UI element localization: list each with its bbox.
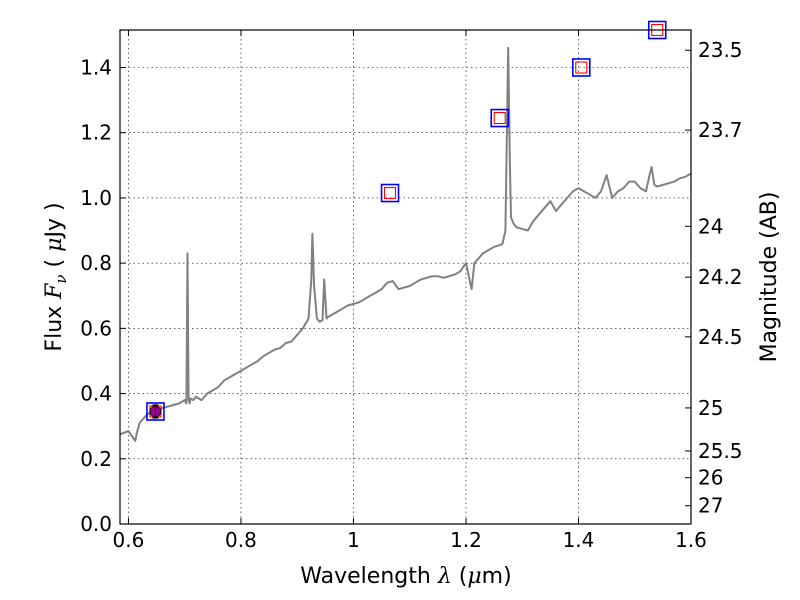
y2-tick-label: 24.2 — [698, 265, 743, 289]
spectrum-line — [120, 46, 691, 442]
y-axis-unit-rest: Jy ) — [42, 202, 67, 239]
x-tick-label: 1.6 — [675, 528, 707, 552]
y-axis-ticks: 0.0 0.2 0.4 0.6 0.8 1.0 1.2 1.4 — [80, 55, 126, 536]
x-tick-label: 1.2 — [450, 528, 482, 552]
model-square-marker — [146, 402, 165, 421]
x-tick-label: 0.8 — [225, 528, 257, 552]
y2-tick-label: 25.5 — [698, 439, 743, 463]
plot-area — [120, 30, 691, 524]
y-tick-label: 0.4 — [80, 382, 112, 406]
y-tick-label: 1.2 — [80, 121, 112, 145]
y2-tick-label: 27 — [698, 494, 723, 518]
y-axis-title: Flux Fν ( μJy ) — [42, 202, 70, 351]
y-tick-label: 0.6 — [80, 316, 112, 340]
y-axis-title-text: Flux — [42, 306, 67, 352]
y2-tick-label: 26 — [698, 466, 723, 490]
x-axis-unit-rest: m) — [482, 564, 512, 589]
observed-square-marker — [493, 111, 506, 125]
y-tick-label: 0.2 — [80, 447, 112, 471]
x-axis-ticks: 0.6 0.8 1 1.2 1.4 1.6 — [113, 30, 707, 552]
y-axis-symbol: F — [42, 283, 67, 300]
x-tick-label: 1.4 — [563, 528, 595, 552]
x-axis-unit-mu: μ — [467, 564, 481, 589]
y-axis-unit-mu: μ — [42, 238, 67, 252]
y-tick-label: 0.0 — [80, 512, 112, 536]
x-tick-label: 1 — [347, 528, 360, 552]
model-square-marker — [380, 183, 400, 203]
x-axis-unit-open: ( — [459, 564, 468, 589]
y2-tick-label: 25 — [698, 396, 723, 420]
y-tick-label: 1.0 — [80, 186, 112, 210]
spectrum-series — [120, 46, 691, 442]
observed-square-marker — [383, 186, 397, 200]
y-axis-subscript: ν — [52, 274, 70, 283]
y2-axis-ticks: 23.5 23.7 24 24.2 24.5 25 25.5 26 27 — [685, 38, 743, 518]
observed-square-marker — [575, 61, 588, 74]
y-axis-unit-open: ( — [42, 259, 67, 268]
x-axis-title-text: Wavelength — [300, 564, 431, 589]
x-axis-title: Wavelength λ (μm) — [300, 564, 511, 589]
model-square-marker — [572, 58, 591, 77]
y2-tick-label: 24.5 — [698, 325, 743, 349]
y-tick-label: 0.8 — [80, 251, 112, 275]
y2-tick-label: 24 — [698, 214, 723, 238]
y2-tick-label: 23.7 — [698, 118, 743, 142]
y2-axis-title: Magnitude (AB) — [757, 192, 782, 363]
x-tick-label: 0.6 — [113, 528, 145, 552]
y2-tick-label: 23.5 — [698, 38, 743, 62]
y-tick-label: 1.4 — [80, 55, 112, 79]
x-axis-symbol: λ — [437, 564, 452, 589]
model-square-marker — [490, 108, 510, 128]
